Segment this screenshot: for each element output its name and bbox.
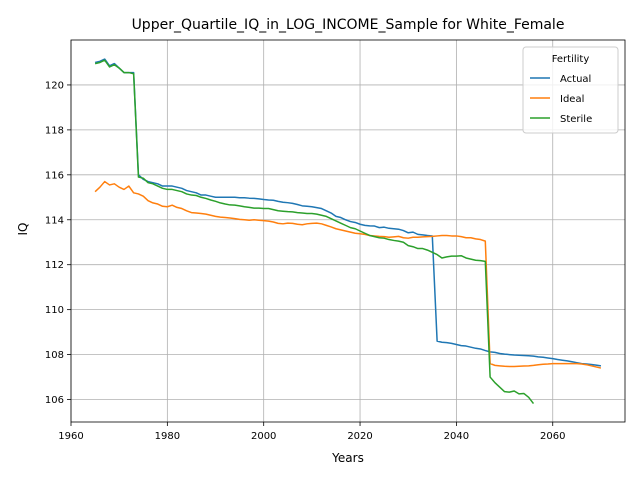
- y-tick-label: 120: [45, 80, 64, 91]
- legend-title: Fertility: [552, 54, 590, 65]
- y-tick-label: 108: [45, 350, 64, 361]
- legend: Fertility Actual Ideal Sterile: [522, 46, 619, 134]
- legend-label-ideal: Ideal: [560, 94, 584, 105]
- y-tick-label: 118: [45, 125, 64, 136]
- legend-box: [522, 46, 619, 134]
- y-axis-label: IQ: [16, 223, 30, 236]
- series-line-sterile: [94, 59, 535, 405]
- chart-title: Upper_Quartile_IQ_in_LOG_INCOME_Sample f…: [132, 17, 565, 33]
- x-tick-label: 2020: [347, 431, 372, 442]
- y-tick-label: 106: [45, 395, 64, 406]
- x-axis-ticks: 1960 1980 2000 2020 2040 2060: [58, 422, 565, 442]
- plot-area-frame: [70, 39, 626, 423]
- grid-lines: [70, 40, 625, 422]
- x-tick-label: 2060: [540, 431, 565, 442]
- y-tick-label: 110: [45, 305, 64, 316]
- y-tick-label: 114: [45, 215, 64, 226]
- x-tick-label: 2040: [444, 431, 469, 442]
- series-line-actual: [94, 58, 602, 367]
- y-axis-ticks: 106 108 110 112 114 116 118 120: [45, 80, 71, 406]
- legend-label-actual: Actual: [560, 74, 591, 85]
- series-line-ideal: [94, 180, 602, 369]
- x-tick-label: 1980: [155, 431, 180, 442]
- y-tick-label: 116: [45, 170, 64, 181]
- series-lines: [94, 58, 602, 405]
- x-tick-label: 1960: [58, 431, 83, 442]
- legend-label-sterile: Sterile: [560, 114, 592, 125]
- x-tick-label: 2000: [251, 431, 276, 442]
- y-tick-label: 112: [45, 260, 64, 271]
- x-axis-label: Years: [331, 451, 364, 465]
